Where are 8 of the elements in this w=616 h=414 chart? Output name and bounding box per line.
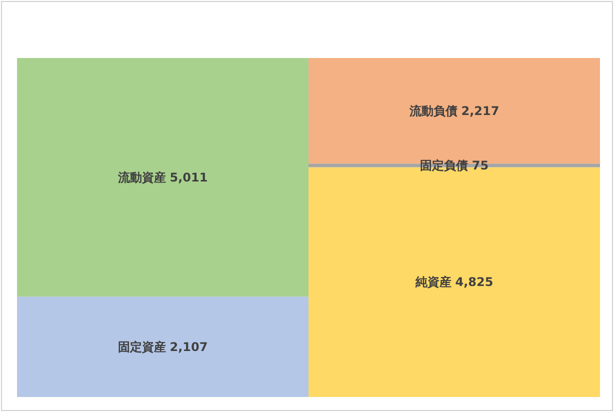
series-label: 固定資産 xyxy=(118,340,166,354)
data-label: 2,107 xyxy=(170,340,208,354)
data-label: 4,825 xyxy=(455,275,494,290)
series-label: 流動負債 xyxy=(408,104,458,118)
data-label: 5,011 xyxy=(170,170,208,184)
series-label: 流動資産 xyxy=(116,170,166,184)
series-label: 純資産 xyxy=(414,275,452,290)
data-label: 2,217 xyxy=(461,104,500,118)
